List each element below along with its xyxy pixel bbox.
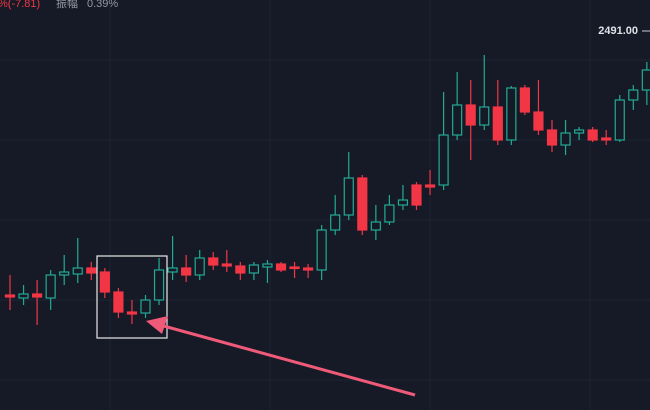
candle-body [641, 69, 650, 91]
candle-body [519, 87, 531, 113]
amplitude-label: 振幅 [56, 0, 78, 10]
candle-body [601, 137, 612, 141]
candle-body [479, 106, 490, 126]
candle-body [438, 134, 449, 186]
candle-body [248, 264, 259, 274]
candle-body [330, 214, 341, 231]
candle-body [235, 265, 246, 274]
candles [4, 55, 650, 325]
candle-body [533, 111, 544, 131]
candle-body [31, 293, 43, 298]
candle-body [560, 132, 571, 146]
candle-body [181, 267, 192, 276]
arrow [146, 316, 416, 397]
candle-body [289, 266, 300, 270]
candle-body [411, 184, 422, 206]
candle-body [140, 299, 151, 314]
candle-body [424, 184, 436, 188]
y-tick-label: 2491.00 [598, 25, 638, 37]
candle-body [153, 269, 165, 301]
candle-body [208, 257, 219, 266]
candle-body [45, 274, 56, 299]
candle-body [357, 177, 368, 231]
candle-body [465, 104, 476, 126]
candle-body [126, 311, 138, 315]
candle-body [492, 106, 503, 141]
candle-body [59, 271, 70, 276]
candle-body [506, 87, 517, 141]
candle-body [452, 104, 463, 136]
candle-body [99, 271, 110, 293]
candle-body [194, 257, 205, 276]
candle-body [4, 294, 16, 298]
candle-body [113, 291, 124, 313]
candle-body [614, 99, 625, 141]
candle-body [221, 263, 232, 267]
candle-body [546, 129, 558, 146]
candle-body [86, 267, 97, 274]
candle-body [167, 267, 178, 273]
candle-body [316, 229, 327, 271]
amplitude-value: 0.39% [87, 0, 118, 10]
candle-body [370, 221, 381, 231]
change-text: %(-7.81) [0, 0, 40, 10]
candle-body [573, 129, 585, 134]
candle-body [384, 204, 395, 223]
candle-body [303, 267, 314, 271]
candle-body [262, 263, 273, 268]
candle-body [587, 129, 598, 141]
highlight-box [96, 255, 168, 339]
candle-body [343, 177, 354, 216]
candle-body [18, 293, 29, 299]
candle-body [397, 199, 409, 206]
candle-body [628, 89, 639, 101]
candle-body [275, 263, 287, 271]
candle-body [72, 267, 83, 275]
